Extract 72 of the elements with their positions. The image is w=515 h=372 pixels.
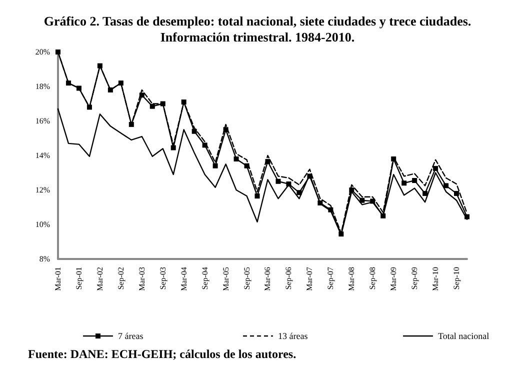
point xyxy=(307,174,312,179)
point xyxy=(433,166,438,171)
point xyxy=(76,86,82,91)
x-tick-label: Mar-10 xyxy=(431,267,440,291)
x-tick-label: Mar-07 xyxy=(305,267,314,291)
point xyxy=(254,194,260,199)
x-tick-label: Sep-02 xyxy=(116,267,126,290)
y-tick-label: 10% xyxy=(35,220,50,229)
point xyxy=(160,101,166,106)
point xyxy=(454,190,460,196)
point xyxy=(464,214,470,220)
x-tick-label: Mar-09 xyxy=(389,267,398,291)
point xyxy=(380,213,386,218)
point xyxy=(128,122,134,127)
point xyxy=(223,127,228,132)
point xyxy=(276,178,281,184)
point xyxy=(66,80,71,86)
point xyxy=(86,104,92,110)
x-tick-label: Sep-10 xyxy=(452,267,462,290)
x-tick-label: Sep-04 xyxy=(200,267,210,290)
x-tick-label: Sep-03 xyxy=(158,267,168,290)
point xyxy=(444,183,449,188)
point xyxy=(265,159,270,164)
point xyxy=(234,156,239,162)
x-tick-label: Sep-07 xyxy=(326,267,336,290)
point xyxy=(338,231,344,236)
point xyxy=(370,198,376,204)
y-tick-label: 12% xyxy=(35,186,50,194)
y-tick-label: 8% xyxy=(39,254,50,264)
point xyxy=(349,188,354,192)
x-tick-label: Mar-03 xyxy=(137,267,146,291)
x-tick-label: Mar-01 xyxy=(54,267,62,291)
x-tick-label: Sep-08 xyxy=(368,267,378,290)
x-tick-label: Mar-05 xyxy=(221,267,230,291)
chart-title: Gráfico 2. Tasas de desempleo: total nacional, siete ciudades y trece ciudades. Información trimestral. 1984-2010. xyxy=(44,14,472,44)
point xyxy=(192,128,197,134)
point xyxy=(244,163,250,168)
x-tick-label: Mar-08 xyxy=(347,267,356,291)
x-tick-label: Sep-09 xyxy=(410,267,420,290)
point xyxy=(56,50,60,54)
point xyxy=(170,145,176,150)
point xyxy=(108,87,113,92)
point xyxy=(139,92,144,98)
x-tick-label: Sep-05 xyxy=(242,267,252,290)
legend-label: Total nacional xyxy=(438,331,490,341)
legend-label: 13 áreas xyxy=(278,331,308,341)
x-tick-label: Mar-02 xyxy=(95,267,104,291)
point xyxy=(391,156,396,162)
point xyxy=(360,198,365,203)
y-tick-label: 16% xyxy=(35,116,50,126)
y-tick-label: 18% xyxy=(35,82,50,91)
point xyxy=(412,178,418,184)
point xyxy=(181,100,186,105)
x-tick-label: Sep-06 xyxy=(284,267,294,290)
point xyxy=(422,190,428,196)
legend-label: 7 áreas xyxy=(118,331,144,341)
source-note: Fuente: DANE: ECH-GEIH; cálculos de los autores. xyxy=(28,347,296,361)
point xyxy=(296,190,302,196)
y-tick-label: 14% xyxy=(35,151,50,160)
point xyxy=(118,80,124,86)
point xyxy=(328,207,334,212)
point xyxy=(202,142,208,148)
point xyxy=(212,163,218,168)
x-tick-label: Sep-01 xyxy=(74,267,84,290)
point xyxy=(97,63,102,68)
point xyxy=(318,200,323,206)
point xyxy=(150,104,155,109)
x-tick-label: Mar-06 xyxy=(263,267,272,291)
y-tick-label: 20% xyxy=(35,48,50,56)
x-tick-label: Mar-04 xyxy=(179,267,188,291)
point xyxy=(402,180,407,186)
point xyxy=(286,181,292,186)
